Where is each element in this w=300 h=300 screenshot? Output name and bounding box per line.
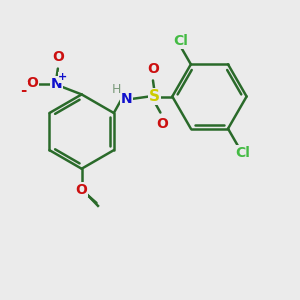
Text: N: N [51, 77, 62, 91]
Text: +: + [58, 73, 68, 82]
Text: Cl: Cl [236, 146, 250, 160]
Text: O: O [52, 50, 64, 64]
Text: Cl: Cl [173, 34, 188, 48]
Text: S: S [149, 89, 160, 104]
Text: O: O [76, 182, 88, 197]
Text: O: O [27, 76, 38, 90]
Text: O: O [156, 117, 168, 131]
Text: -: - [20, 83, 27, 98]
Text: N: N [120, 92, 132, 106]
Text: O: O [147, 62, 159, 76]
Text: H: H [112, 83, 122, 97]
